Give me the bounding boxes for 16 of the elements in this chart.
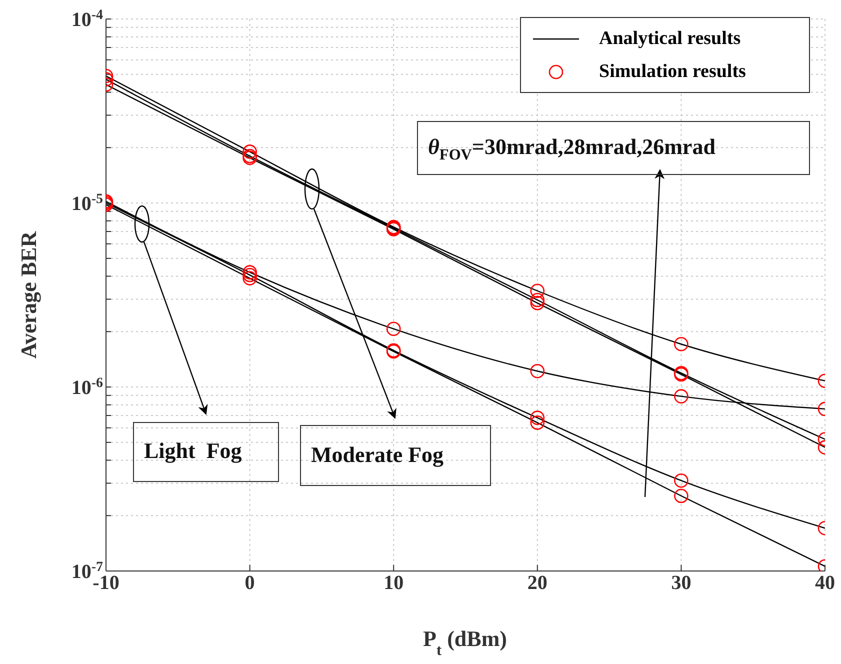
x-axis-title: P$_{t}$ (dBm) [423,626,507,658]
x-tick-label: 40 [815,572,835,594]
annotation: Light Fog [144,438,242,463]
y-tick-label: 10$^{-4}$ [71,8,103,31]
y-tick-label: 10$^{-5}$ [71,192,103,215]
y-tick-label: 10$^{-6}$ [71,376,103,399]
annotation: Moderate Fog [311,442,444,466]
x-tick-label: -10 [92,572,120,594]
annotation: θ$_{FOV}$=30mrad,28mrad,26mrad [428,134,716,164]
x-tick-label: 10 [384,572,404,594]
x-tick-label: 30 [671,572,692,594]
legend-label: Simulation results [599,60,746,82]
x-tick-label: 0 [244,572,255,594]
legend-label: Analytical results [599,28,741,48]
x-tick-label: 20 [527,572,548,594]
y-axis-title: Average BER [16,230,41,359]
